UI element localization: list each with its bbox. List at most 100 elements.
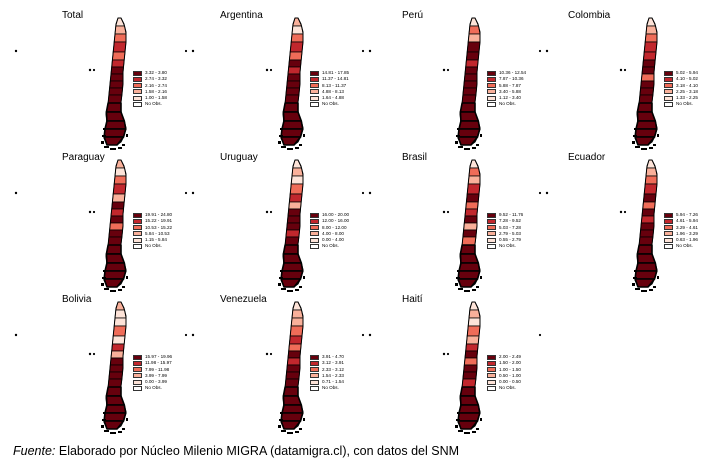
country-outline bbox=[280, 301, 304, 430]
map-region bbox=[459, 244, 476, 255]
map-region bbox=[112, 41, 127, 53]
map-region bbox=[110, 350, 124, 359]
legend-swatch bbox=[310, 70, 319, 76]
map-region bbox=[640, 80, 655, 89]
legend-entry: 4.00 - 8.00 bbox=[310, 231, 349, 237]
map-region bbox=[111, 59, 125, 68]
island-fragment bbox=[458, 288, 463, 290]
map-region bbox=[644, 33, 658, 43]
island-fragment bbox=[457, 412, 460, 414]
map-region bbox=[287, 350, 301, 359]
island-fragment bbox=[295, 289, 299, 291]
map-region bbox=[643, 183, 658, 195]
legend-swatch bbox=[133, 218, 142, 224]
map-region bbox=[288, 343, 302, 352]
offshore-island bbox=[14, 333, 18, 337]
legend-entry: 3.32 - 3.80 bbox=[133, 70, 167, 76]
map-region bbox=[457, 270, 481, 280]
map-region bbox=[290, 317, 304, 327]
legend-label: 1.15 - 5.84 bbox=[145, 237, 167, 243]
island-fragment bbox=[104, 146, 109, 148]
map-region bbox=[639, 229, 654, 238]
legend-entry: 15.97 - 19.96 bbox=[133, 354, 172, 360]
legend-entry: 1.96 - 3.29 bbox=[664, 231, 698, 237]
offshore-island bbox=[361, 333, 365, 337]
map-region bbox=[461, 236, 477, 246]
island-fragment bbox=[281, 288, 286, 290]
legend-label: 4.10 - 5.02 bbox=[676, 76, 698, 82]
legend-entry: 1.15 - 5.84 bbox=[133, 237, 172, 243]
legend-swatch bbox=[310, 218, 319, 224]
map-region bbox=[640, 73, 655, 82]
legend-swatch bbox=[664, 218, 673, 224]
legend-label: 1.00 - 1.50 bbox=[499, 366, 521, 372]
legend-label: 5.84 - 10.53 bbox=[145, 230, 170, 236]
map-legend: 15.97 - 19.96 11.98 - 15.97 7.99 - 11.98 3.… bbox=[133, 354, 172, 392]
legend-label: 3.99 - 7.99 bbox=[145, 372, 167, 378]
legend-label: 2.74 - 3.32 bbox=[145, 76, 167, 82]
map-region bbox=[463, 364, 478, 373]
island-fragment bbox=[299, 428, 302, 430]
legend-entry: 0.00 - 3.99 bbox=[133, 379, 172, 385]
legend-entry: 2.74 - 3.32 bbox=[133, 76, 167, 82]
legend-label: 8.13 - 11.37 bbox=[322, 82, 347, 88]
legend-entry: 3.99 - 7.99 bbox=[133, 373, 172, 379]
map-region bbox=[457, 412, 481, 422]
map-region bbox=[103, 270, 127, 280]
map-region bbox=[287, 208, 301, 217]
island-fragment bbox=[476, 286, 479, 288]
map-region bbox=[288, 59, 302, 68]
map-panel: Total 3.32 - 3.80 2.74 - 3.32 2.16 - 2.74 1.… bbox=[0, 4, 188, 150]
legend-label: 1.50 - 2.00 bbox=[499, 360, 521, 366]
map-region bbox=[285, 229, 300, 238]
legend-label: 11.37 - 14.81 bbox=[322, 76, 349, 82]
island-fragment bbox=[455, 425, 458, 428]
map-region bbox=[286, 364, 301, 373]
map-legend: 3.32 - 3.80 2.74 - 3.32 2.16 - 2.74 1.58 - … bbox=[133, 70, 167, 108]
map-region bbox=[286, 80, 301, 89]
island-fragment bbox=[278, 141, 281, 144]
map-region bbox=[103, 128, 127, 138]
legend-swatch bbox=[310, 101, 319, 107]
legend-swatch bbox=[487, 367, 496, 373]
legend-label: 2.79 - 5.03 bbox=[499, 230, 521, 236]
legend-swatch bbox=[133, 83, 142, 89]
offshore-island bbox=[361, 49, 365, 53]
legend-swatch bbox=[310, 385, 319, 391]
chile-map bbox=[191, 159, 365, 292]
island-fragment bbox=[279, 277, 283, 279]
map-region bbox=[112, 335, 126, 345]
island-fragment bbox=[464, 290, 470, 292]
island-fragment bbox=[653, 144, 656, 146]
legend-entry: No Obs. bbox=[310, 243, 349, 249]
offshore-island bbox=[538, 49, 542, 53]
offshore-island bbox=[184, 49, 188, 53]
map-region bbox=[466, 193, 480, 203]
chile-map bbox=[545, 17, 659, 150]
map-region bbox=[109, 222, 124, 231]
island-fragment bbox=[280, 128, 283, 130]
map-region bbox=[636, 244, 653, 255]
legend-entry: 4.61 - 5.94 bbox=[664, 218, 698, 224]
map-region bbox=[465, 343, 479, 352]
country-outline bbox=[280, 159, 304, 288]
legend-label: 3.12 - 3.91 bbox=[322, 360, 344, 366]
map-title: Haití bbox=[402, 294, 423, 305]
legend-entry: 1.12 - 3.40 bbox=[487, 95, 526, 101]
map-region bbox=[110, 66, 124, 75]
legend-entry: No Obs. bbox=[664, 243, 698, 249]
offshore-island bbox=[446, 210, 450, 214]
map-region bbox=[466, 183, 481, 195]
legend-label: 0.50 - 1.00 bbox=[499, 372, 521, 378]
map-region bbox=[112, 325, 127, 337]
source-caption: Fuente: Elaborado por Núcleo Milenio MIG… bbox=[13, 443, 459, 459]
legend-label: 5.94 - 7.26 bbox=[676, 212, 698, 217]
legend-entry: No Obs. bbox=[133, 385, 172, 391]
legend-swatch bbox=[133, 231, 142, 237]
offshore-island bbox=[538, 333, 542, 337]
island-fragment bbox=[295, 147, 299, 149]
legend-label: 12.00 - 16.00 bbox=[322, 218, 350, 224]
legend-swatch bbox=[310, 89, 319, 95]
legend-entry: 16.00 - 20.00 bbox=[310, 212, 349, 218]
map-region bbox=[466, 335, 480, 345]
